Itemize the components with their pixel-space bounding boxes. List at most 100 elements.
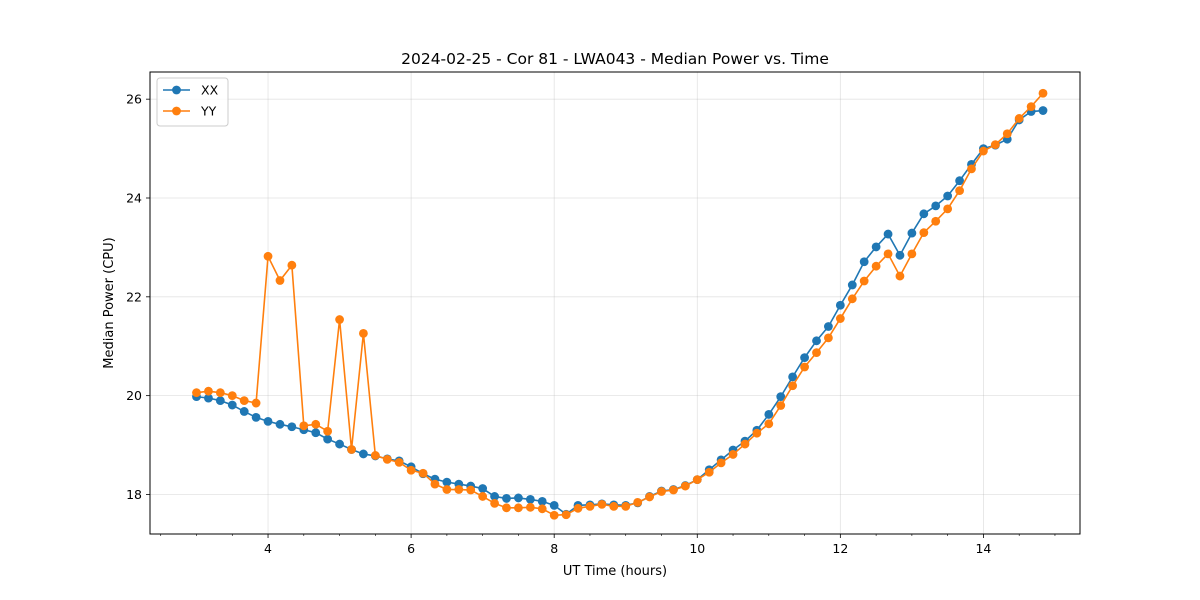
- data-point: [549, 510, 559, 520]
- data-point: [585, 501, 595, 511]
- x-tick-label: 10: [689, 541, 705, 556]
- data-point: [430, 479, 440, 489]
- data-point: [537, 504, 547, 514]
- data-point: [800, 353, 809, 362]
- data-point: [1026, 102, 1036, 111]
- y-axis-label: Median Power (CPU): [102, 237, 117, 368]
- data-point: [215, 388, 225, 398]
- x-tick-label: 8: [550, 541, 558, 556]
- data-point: [990, 140, 1000, 150]
- data-point: [561, 510, 571, 520]
- data-point: [347, 445, 356, 454]
- data-point: [323, 434, 333, 444]
- data-point: [287, 260, 297, 270]
- data-point: [251, 412, 261, 422]
- data-point: [263, 416, 273, 426]
- data-point: [812, 348, 821, 358]
- data-point: [502, 494, 511, 503]
- data-point: [955, 176, 964, 186]
- data-point: [824, 322, 833, 331]
- data-point: [943, 204, 953, 214]
- data-point: [394, 457, 404, 467]
- data-point: [382, 454, 392, 464]
- data-point: [800, 362, 809, 372]
- data-point: [287, 422, 297, 432]
- y-tick-label: 24: [126, 191, 142, 206]
- data-point: [764, 419, 774, 429]
- data-point: [764, 410, 774, 419]
- data-point: [525, 495, 535, 504]
- data-point: [752, 428, 762, 438]
- data-point: [275, 419, 285, 429]
- plot-frame: [149, 71, 1081, 535]
- data-point: [931, 201, 941, 211]
- data-point: [239, 396, 249, 405]
- data-point: [907, 228, 917, 238]
- data-point: [549, 500, 559, 510]
- data-point: [859, 257, 869, 267]
- data-point: [335, 315, 344, 324]
- data-point: [215, 396, 225, 405]
- data-point: [227, 400, 237, 410]
- series-layer: [192, 88, 1048, 520]
- data-point: [692, 475, 702, 485]
- data-point: [490, 498, 499, 508]
- data-point: [251, 398, 261, 408]
- data-point: [1038, 106, 1048, 115]
- data-point: [1014, 114, 1024, 123]
- data-point: [824, 333, 833, 343]
- y-tick-label: 22: [126, 289, 142, 304]
- y-tick-label: 18: [126, 487, 142, 502]
- data-point: [418, 468, 428, 478]
- data-point: [299, 421, 309, 431]
- legend: XX YY: [156, 77, 229, 127]
- data-point: [323, 426, 333, 436]
- data-point: [835, 300, 845, 310]
- data-point: [514, 503, 523, 513]
- data-point: [478, 492, 488, 501]
- data-point: [609, 501, 619, 511]
- data-point: [597, 499, 607, 509]
- data-point: [669, 485, 678, 495]
- data-point: [454, 485, 464, 494]
- data-point: [943, 191, 953, 201]
- data-point: [955, 186, 964, 195]
- data-point: [311, 419, 321, 429]
- data-point: [776, 392, 786, 402]
- data-point: [573, 503, 583, 513]
- data-point: [633, 497, 643, 507]
- data-point: [883, 249, 893, 259]
- legend-label-yy: YY: [200, 104, 217, 119]
- data-point: [919, 209, 929, 219]
- data-point: [359, 328, 368, 338]
- data-point: [835, 314, 845, 323]
- data-point: [466, 485, 476, 495]
- x-tick-label: 14: [975, 541, 991, 556]
- data-point: [847, 294, 857, 304]
- data-point: [621, 501, 631, 511]
- y-tick-label: 26: [126, 92, 142, 107]
- data-point: [514, 493, 523, 503]
- data-point: [227, 391, 237, 401]
- data-point: [490, 492, 499, 501]
- data-point: [871, 261, 881, 271]
- data-point: [1038, 88, 1048, 98]
- data-point: [895, 250, 905, 260]
- data-point: [442, 485, 452, 494]
- data-point: [478, 484, 488, 493]
- data-point: [907, 249, 917, 259]
- data-point: [883, 229, 893, 239]
- data-point: [311, 428, 321, 438]
- x-axis-label: UT Time (hours): [563, 564, 667, 579]
- x-tick-label: 4: [264, 541, 272, 556]
- data-point: [776, 401, 786, 410]
- data-point: [645, 492, 654, 502]
- data-point: [728, 450, 738, 459]
- data-point: [359, 449, 368, 459]
- data-point: [895, 271, 905, 281]
- data-point: [192, 388, 201, 398]
- grid: [150, 72, 1080, 534]
- data-point: [406, 465, 416, 475]
- data-point: [525, 502, 535, 512]
